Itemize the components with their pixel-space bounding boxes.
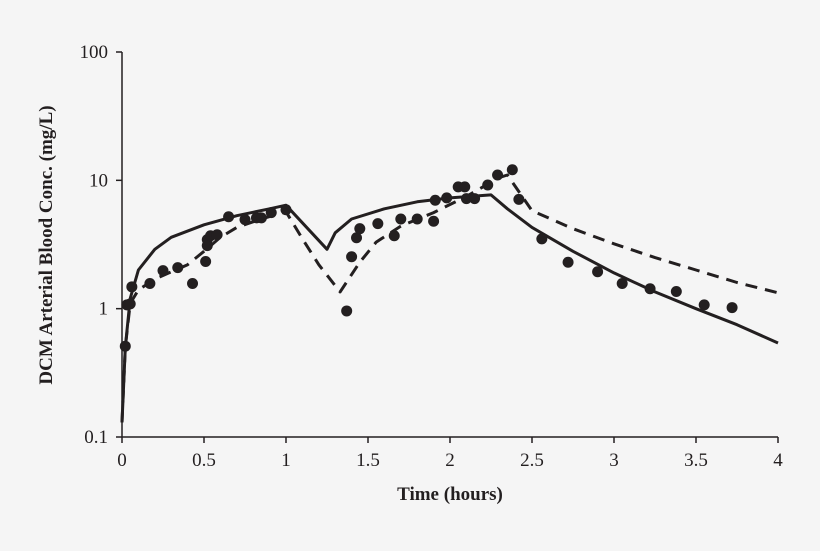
data-point [441, 192, 453, 204]
data-point [346, 251, 358, 263]
data-point [239, 214, 251, 226]
data-point [460, 193, 472, 205]
data-point [372, 218, 384, 230]
solid-model-line [120, 193, 779, 423]
x-tick-label: 2.5 [520, 450, 544, 471]
data-point [157, 265, 169, 277]
data-point [616, 278, 628, 290]
x-tick-label: 4 [773, 450, 783, 471]
data-point [429, 194, 441, 206]
y-tick-labels: 0.1 1 10 100 [80, 42, 109, 448]
data-point [592, 266, 604, 278]
x-tick-label: 3.5 [684, 450, 708, 471]
axes [116, 51, 779, 443]
data-point [459, 181, 471, 193]
data-point [562, 256, 574, 268]
data-point [172, 262, 184, 274]
y-tick-label: 1 [99, 299, 109, 320]
data-point [144, 278, 156, 290]
data-point [280, 204, 292, 216]
data-point [341, 305, 353, 317]
data-point [469, 193, 481, 205]
data-point [482, 179, 494, 191]
data-point [126, 281, 138, 293]
y-tick-label: 0.1 [84, 427, 108, 448]
data-point [670, 286, 682, 298]
data-point [124, 298, 136, 310]
dashed-model-line [120, 173, 779, 423]
x-tick-label: 2 [445, 450, 455, 471]
data-point [351, 232, 363, 244]
plot-area [119, 164, 779, 423]
data-point [265, 207, 277, 219]
data-point [388, 230, 400, 242]
data-point [428, 215, 440, 227]
data-point [223, 211, 235, 223]
data-point [644, 283, 656, 295]
x-tick-label: 3 [609, 450, 619, 471]
data-point [211, 229, 223, 241]
data-point [200, 256, 212, 268]
data-point [492, 169, 504, 181]
data-point [119, 340, 131, 352]
x-tick-labels: 0 0.5 1 1.5 2 2.5 3 3.5 4 [117, 450, 783, 471]
data-point [726, 302, 738, 314]
data-point [536, 233, 548, 245]
data-point [411, 213, 423, 225]
data-point [506, 164, 518, 176]
x-tick-label: 0.5 [192, 450, 216, 471]
data-point [187, 278, 199, 290]
x-tick-label: 0 [117, 450, 127, 471]
x-tick-label: 1.5 [356, 450, 380, 471]
x-tick-label: 1 [281, 450, 291, 471]
data-point [255, 212, 267, 224]
data-points [119, 164, 738, 352]
y-tick-label: 100 [80, 42, 109, 63]
data-point [395, 213, 407, 225]
y-tick-label: 10 [89, 170, 108, 191]
data-point [354, 223, 366, 235]
data-point [698, 299, 710, 311]
data-point [513, 193, 525, 205]
x-axis-label: Time (hours) [397, 484, 503, 505]
y-axis-label: DCM Arterial Blood Conc. (mg/L) [36, 105, 57, 384]
